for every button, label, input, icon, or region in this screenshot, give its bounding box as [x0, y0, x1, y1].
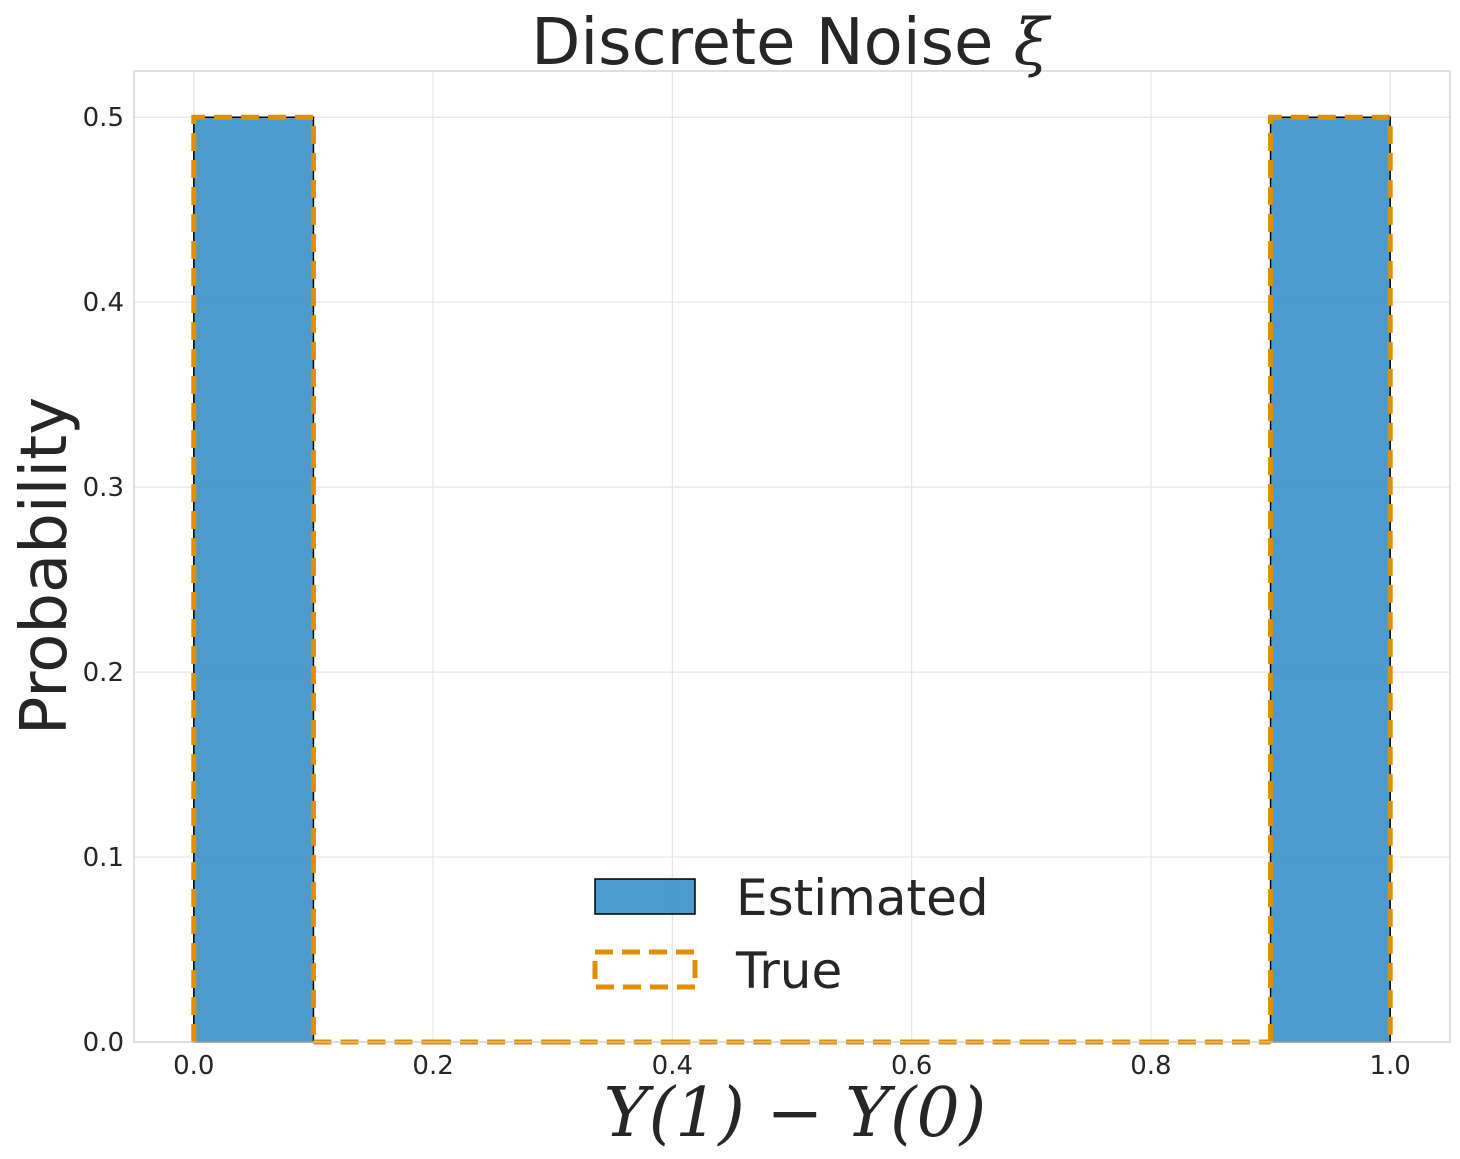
estimated-bar	[1269, 116, 1391, 1043]
estimated-bars	[193, 116, 1391, 1043]
y-tick-label: 0.1	[83, 843, 124, 873]
legend-estimated-swatch	[594, 878, 696, 915]
x-axis-label: Y(1) − Y(0)	[604, 1074, 987, 1153]
chart-title-text: Discrete Noise	[531, 6, 993, 80]
x-tick-label: 0.0	[173, 1051, 214, 1081]
y-axis-label: Probability	[8, 397, 82, 735]
y-tick-label: 0.4	[83, 288, 124, 318]
x-tick-label: 0.6	[891, 1051, 932, 1081]
legend: Estimated True	[592, 869, 989, 1000]
x-tick-label: 1.0	[1370, 1051, 1411, 1081]
estimated-bar	[193, 116, 315, 1043]
chart-title-symbol: ξ	[1014, 6, 1052, 80]
y-tick-label: 0.3	[83, 473, 124, 503]
x-tick-label: 0.8	[1130, 1051, 1171, 1081]
tick-labels: 0.0 0.2 0.4 0.6 0.8 1.0 0.0 0.1 0.2 0.3 0.4 0.5	[83, 103, 1411, 1081]
x-tick-label: 0.2	[412, 1051, 453, 1081]
y-tick-label: 0.2	[83, 658, 124, 688]
legend-true-swatch	[592, 949, 698, 990]
x-tick-label: 0.4	[652, 1051, 693, 1081]
chart-title: Discrete Noise ξ	[531, 6, 1052, 80]
y-tick-label: 0.5	[83, 103, 124, 133]
plot-frame	[133, 70, 1451, 1043]
legend-true-label: True	[735, 942, 842, 1000]
y-tick-label: 0.0	[83, 1028, 124, 1058]
legend-estimated-label: Estimated	[736, 869, 989, 927]
